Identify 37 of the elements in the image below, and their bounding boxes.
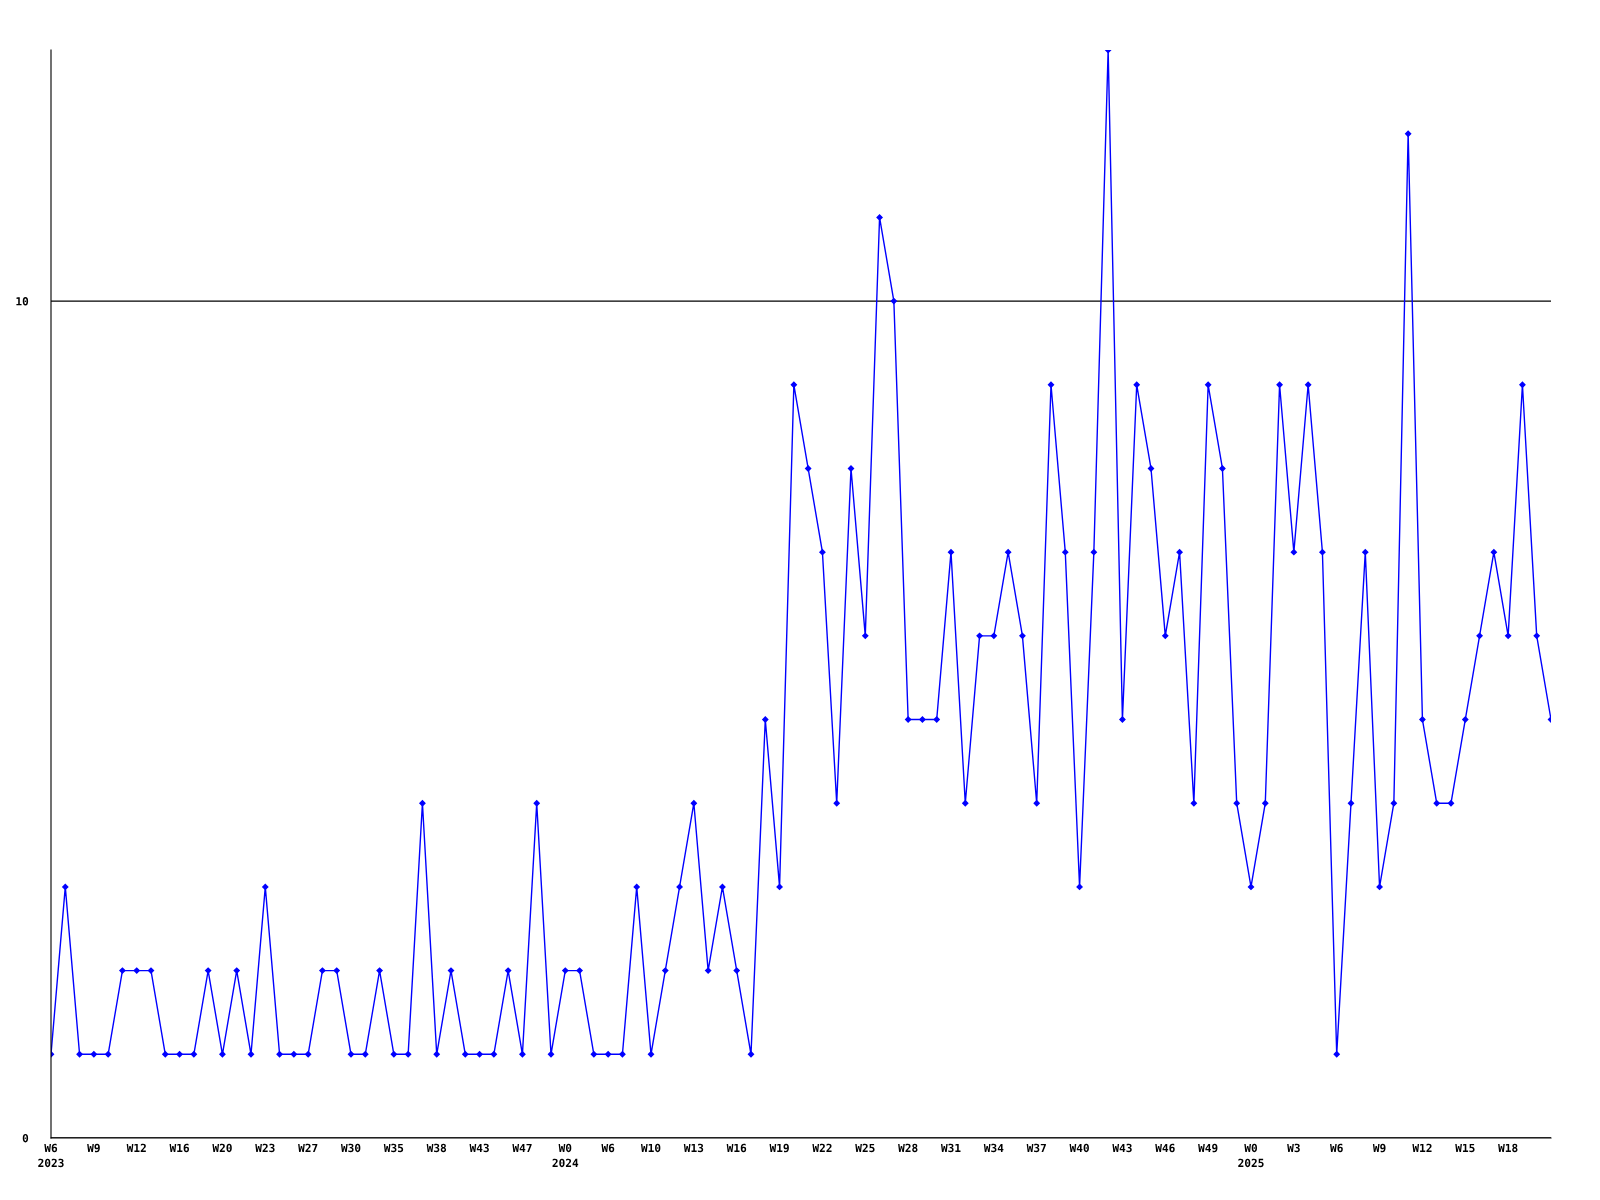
x-tick-label: W31 [940,1143,961,1153]
x-tick-label: W34 [983,1143,1004,1153]
x-tick-label: W19 [769,1143,789,1153]
x-tick-label: W38 [426,1143,447,1153]
x-tick-label: W12 [126,1143,146,1152]
x-tick-label: W16 [726,1143,747,1153]
x-tick-label: W6 2023 [38,1143,64,1168]
x-tick-label: W12 [1412,1143,1432,1152]
x-tick-label: W37 [1026,1143,1046,1153]
x-tick-label: W16 [169,1143,189,1153]
x-tick-label: W40 [1069,1143,1089,1153]
x-tick-label: W46 [1155,1143,1175,1153]
x-tick-label: W30 [340,1143,361,1153]
x-tick-label: W15 [1455,1143,1475,1153]
x-tick-label: W47 [512,1143,532,1152]
x-tick-label: W27 [298,1143,318,1152]
x-tick-label: W6 [601,1143,615,1153]
x-tick-label: W43 [1112,1143,1132,1153]
x-tick-label: W13 [683,1143,704,1153]
y-tick-label: 10 [16,297,29,306]
x-tick-label: W43 [469,1143,489,1153]
x-tick-label: W0 2024 [552,1143,579,1168]
x-tick-label: W22 [812,1143,832,1152]
y-tick-label: 0 [22,1133,29,1143]
x-tick-label: W28 [898,1143,918,1153]
x-tick-label: W3 [1287,1143,1300,1153]
x-tick-label: W35 [383,1143,404,1153]
x-tick-label: W25 [855,1143,875,1153]
x-tick-label: W23 [255,1143,275,1153]
x-tick-label: W20 [212,1143,232,1153]
x-tick-label: W49 [1198,1143,1218,1153]
x-tick-label: W6 [1330,1143,1343,1153]
x-tick-label: W10 [640,1143,661,1153]
x-tick-label: W9 [1372,1143,1386,1153]
x-tick-label: W9 [87,1143,100,1153]
x-tick-label: W0 2025 [1238,1143,1264,1168]
x-tick-label: W18 [1498,1143,1518,1153]
